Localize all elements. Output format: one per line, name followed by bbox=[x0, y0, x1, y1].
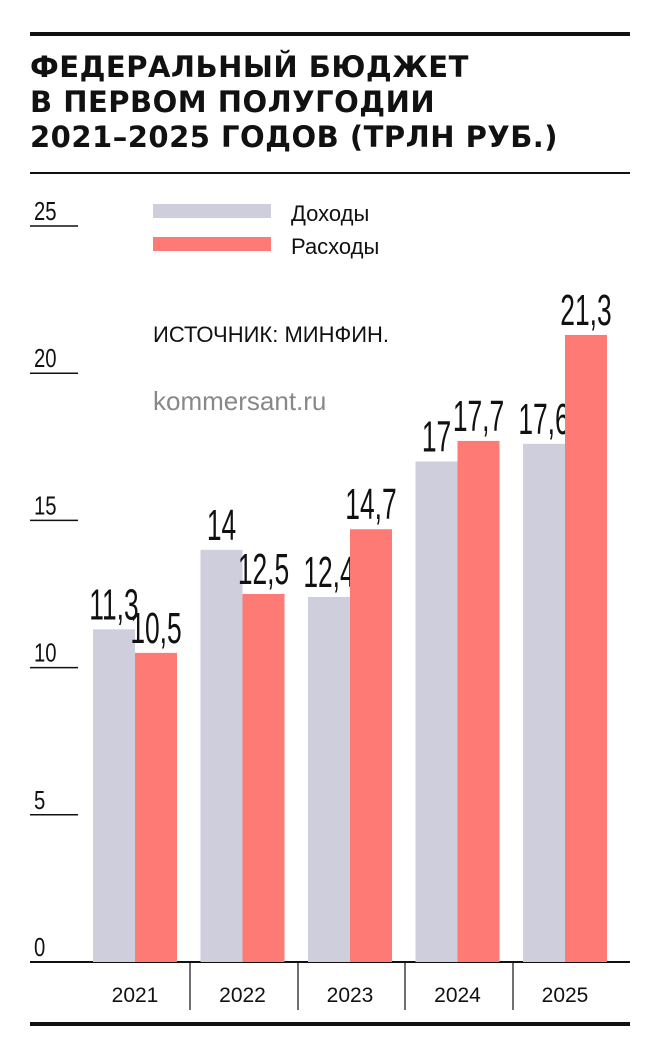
y-tick-label: 20 bbox=[34, 344, 57, 373]
x-tick-label: 2022 bbox=[219, 984, 266, 1007]
bar-expense bbox=[135, 652, 177, 962]
bar-value-label: 21,3 bbox=[560, 285, 611, 335]
bar-value-label: 12,4 bbox=[303, 547, 354, 597]
title-line-3: 2021–2025 ГОДОВ (ТРЛН РУБ.) bbox=[30, 120, 559, 154]
bar-value-label: 14 bbox=[207, 500, 236, 550]
y-tick-label: 10 bbox=[34, 638, 57, 667]
bar-value-label: 12,5 bbox=[238, 544, 289, 594]
x-tick-label: 2025 bbox=[542, 984, 589, 1007]
bar-value-label: 17 bbox=[422, 412, 451, 462]
bar-income bbox=[415, 461, 458, 962]
y-tick-label: 5 bbox=[34, 785, 45, 814]
x-tick-label: 2024 bbox=[434, 984, 481, 1007]
top-rule bbox=[30, 32, 630, 36]
title-line-2: В ПЕРВОМ ПОЛУГОДИИ bbox=[30, 85, 436, 119]
y-tick-label: 25 bbox=[34, 197, 57, 226]
legend-label: Доходы bbox=[291, 201, 369, 226]
bar-value-label: 14,7 bbox=[345, 479, 396, 529]
y-tick-label: 15 bbox=[34, 491, 57, 520]
bar-income bbox=[308, 596, 350, 962]
bar-income bbox=[200, 549, 243, 962]
bottom-rule bbox=[30, 1022, 630, 1026]
bar-value-label: 11,3 bbox=[89, 579, 138, 629]
legend-swatch-income bbox=[153, 204, 271, 218]
y-tick-label: 0 bbox=[34, 933, 45, 962]
chart-title: ФЕДЕРАЛЬНЫЙ БЮДЖЕТ В ПЕРВОМ ПОЛУГОДИИ 20… bbox=[30, 50, 630, 155]
bar-expense bbox=[457, 440, 500, 962]
bar-value-label: 17,6 bbox=[518, 394, 569, 444]
x-tick-label: 2021 bbox=[112, 984, 159, 1007]
bar-income bbox=[523, 443, 565, 963]
source-note: ИСТОЧНИК: МИНФИН. bbox=[153, 322, 389, 347]
bar-value-label: 17,7 bbox=[453, 391, 504, 441]
legend-label: Расходы bbox=[291, 234, 379, 259]
bar-value-label: 10,5 bbox=[130, 603, 181, 653]
site-watermark: kommersant.ru bbox=[153, 386, 326, 416]
bar-expense bbox=[350, 529, 392, 962]
title-line-1: ФЕДЕРАЛЬНЫЙ БЮДЖЕТ bbox=[30, 50, 469, 84]
bar-expense bbox=[565, 334, 607, 963]
bar-income bbox=[93, 629, 135, 962]
title-rule bbox=[30, 172, 630, 174]
bar-expense bbox=[242, 594, 285, 962]
x-tick-label: 2023 bbox=[327, 984, 374, 1007]
legend-swatch-expense bbox=[153, 237, 271, 251]
